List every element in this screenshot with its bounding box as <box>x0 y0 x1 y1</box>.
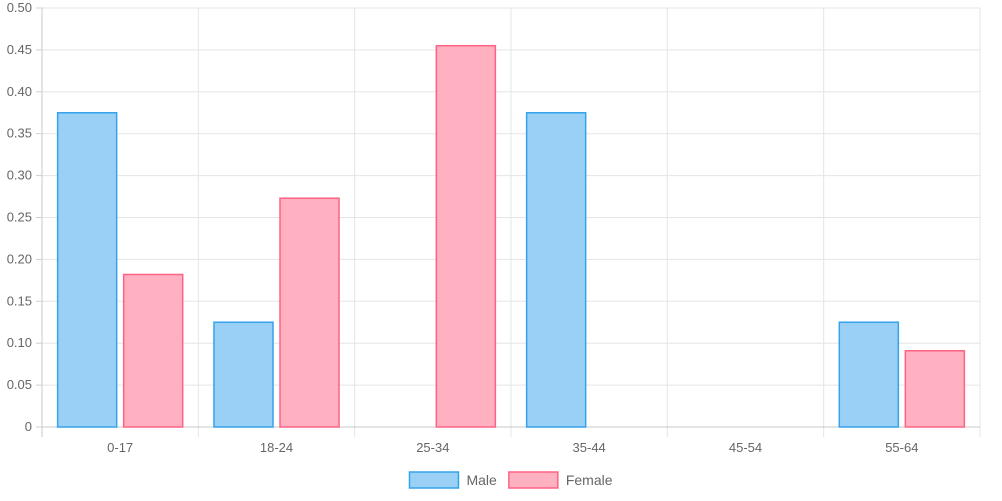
y-tick-label: 0.25 <box>7 210 32 225</box>
bar-male-18-24[interactable] <box>213 321 274 428</box>
legend-swatch <box>408 471 460 489</box>
bar-female-18-24[interactable] <box>279 197 340 428</box>
x-tick-label: 45-54 <box>729 440 762 455</box>
bar-male-0-17[interactable] <box>56 112 118 428</box>
x-tick-label: 35-44 <box>573 440 606 455</box>
bar-female-55-64[interactable] <box>904 349 966 428</box>
bar-female-25-34[interactable] <box>435 44 497 428</box>
bar-male-55-64[interactable] <box>838 321 900 428</box>
legend-label: Male <box>466 472 497 488</box>
grid-lines <box>42 7 981 437</box>
x-tick-label: 18-24 <box>260 440 293 455</box>
bars <box>56 44 966 428</box>
bar-female-0-17[interactable] <box>122 273 184 428</box>
x-tick-label: 25-34 <box>416 440 449 455</box>
bar-male-35-44[interactable] <box>525 112 587 428</box>
y-tick-label: 0.30 <box>7 168 32 183</box>
y-tick-label: 0.50 <box>7 0 32 15</box>
y-tick-label: 0.20 <box>7 251 32 266</box>
legend-label: Female <box>566 472 613 488</box>
legend[interactable]: Male Female <box>408 471 613 489</box>
y-tick-label: 0.45 <box>7 42 32 57</box>
x-tick-label: 0-17 <box>107 440 133 455</box>
axes <box>36 7 980 437</box>
tick-labels: 0 0.05 0.10 0.15 0.20 0.25 0.30 0.35 0.40 0.45 0.5… <box>7 0 919 455</box>
legend-item-male[interactable]: Male <box>408 471 497 489</box>
legend-swatch <box>508 471 559 489</box>
y-tick-label: 0.35 <box>7 126 32 141</box>
y-tick-label: 0 <box>25 419 32 434</box>
y-tick-label: 0.05 <box>7 377 32 392</box>
y-tick-label: 0.15 <box>7 293 32 308</box>
legend-item-female[interactable]: Female <box>508 471 613 489</box>
y-tick-label: 0.10 <box>7 335 32 350</box>
y-tick-label: 0.40 <box>7 84 32 99</box>
x-tick-label: 55-64 <box>885 440 918 455</box>
